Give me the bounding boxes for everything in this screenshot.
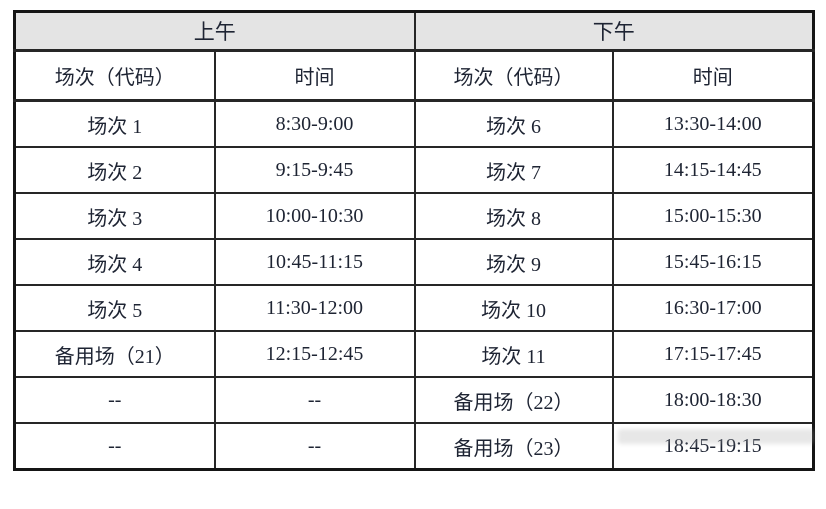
schedule-table: 上午 下午 场次（代码） 时间 场次（代码） 时间 场次 1 8:30-9:00…: [13, 10, 815, 471]
time-cell: 8:30-9:00: [213, 99, 416, 148]
time-cell: 10:45-11:15: [213, 238, 416, 286]
faint-watermark: [618, 429, 814, 444]
session-cell: 场次 4: [13, 238, 216, 286]
table-row: 场次 3 10:00-10:30 场次 8 15:00-15:30: [13, 192, 815, 240]
morning-section-header: 上午: [13, 10, 416, 52]
time-cell: 13:30-14:00: [611, 99, 815, 148]
table-row: 场次 4 10:45-11:15 场次 9 15:45-16:15: [13, 238, 815, 286]
time-cell: 18:00-18:30: [611, 376, 815, 424]
time-cell: 18:45-19:15: [611, 422, 815, 471]
session-cell: 备用场（21）: [13, 330, 216, 378]
session-cell: 场次 9: [413, 238, 614, 286]
session-cell: 场次 5: [13, 284, 216, 332]
section-header-row: 上午 下午: [13, 10, 815, 52]
time-cell: 14:15-14:45: [611, 146, 815, 194]
session-cell: 场次 7: [413, 146, 614, 194]
session-cell: 场次 2: [13, 146, 216, 194]
time-cell: 12:15-12:45: [213, 330, 416, 378]
time-cell: --: [213, 422, 416, 471]
table-row: 场次 2 9:15-9:45 场次 7 14:15-14:45: [13, 146, 815, 194]
table-row: 场次 5 11:30-12:00 场次 10 16:30-17:00: [13, 284, 815, 332]
session-cell: 场次 11: [413, 330, 614, 378]
table-row: -- -- 备用场（22） 18:00-18:30: [13, 376, 815, 424]
time-cell: 15:00-15:30: [611, 192, 815, 240]
time-cell: 16:30-17:00: [611, 284, 815, 332]
afternoon-section-header: 下午: [413, 10, 815, 52]
time-cell: 9:15-9:45: [213, 146, 416, 194]
afternoon-time-column-header: 时间: [611, 49, 815, 102]
time-cell: 15:45-16:15: [611, 238, 815, 286]
table-row: -- -- 备用场（23） 18:45-19:15: [13, 422, 815, 471]
session-cell: 场次 10: [413, 284, 614, 332]
morning-time-column-header: 时间: [213, 49, 416, 102]
session-cell: 场次 3: [13, 192, 216, 240]
session-cell: 备用场（23）: [413, 422, 614, 471]
session-cell: --: [13, 422, 216, 471]
column-header-row: 场次（代码） 时间 场次（代码） 时间: [13, 49, 815, 102]
afternoon-session-column-header: 场次（代码）: [413, 49, 614, 102]
time-cell: 10:00-10:30: [213, 192, 416, 240]
time-cell: 11:30-12:00: [213, 284, 416, 332]
session-cell: 场次 1: [13, 99, 216, 148]
time-cell: 17:15-17:45: [611, 330, 815, 378]
session-cell: 场次 8: [413, 192, 614, 240]
session-cell: 备用场（22）: [413, 376, 614, 424]
morning-session-column-header: 场次（代码）: [13, 49, 216, 102]
session-cell: 场次 6: [413, 99, 614, 148]
table-row: 场次 1 8:30-9:00 场次 6 13:30-14:00: [13, 99, 815, 148]
session-cell: --: [13, 376, 216, 424]
time-cell: --: [213, 376, 416, 424]
table-row: 备用场（21） 12:15-12:45 场次 11 17:15-17:45: [13, 330, 815, 378]
